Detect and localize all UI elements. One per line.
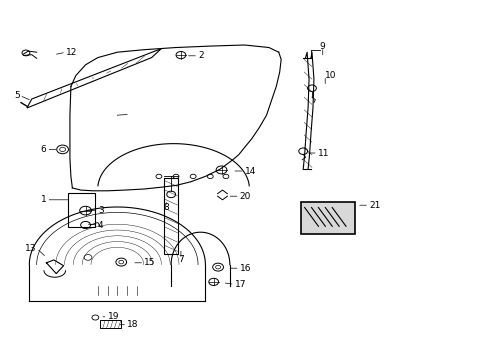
Text: 14: 14 <box>244 166 255 175</box>
Bar <box>300 202 354 234</box>
Text: 9: 9 <box>319 42 325 51</box>
Text: 15: 15 <box>144 258 156 267</box>
Text: 6: 6 <box>41 145 46 154</box>
Text: 7: 7 <box>178 255 183 264</box>
Text: 21: 21 <box>368 201 380 210</box>
Text: SPORT: SPORT <box>318 228 336 233</box>
Text: 5: 5 <box>14 91 20 100</box>
Bar <box>68 193 95 227</box>
Text: 16: 16 <box>239 264 251 273</box>
Text: 11: 11 <box>317 149 329 158</box>
Text: 18: 18 <box>127 320 139 329</box>
Text: 2: 2 <box>198 51 203 60</box>
Text: 13: 13 <box>25 244 37 253</box>
Text: 19: 19 <box>107 312 119 321</box>
Text: 3: 3 <box>98 206 103 215</box>
Bar <box>100 320 121 328</box>
Text: 10: 10 <box>325 71 336 80</box>
Text: 4: 4 <box>98 220 103 230</box>
Text: 1: 1 <box>41 195 46 204</box>
Text: 12: 12 <box>66 48 77 57</box>
Text: 8: 8 <box>163 202 169 211</box>
Text: 20: 20 <box>239 192 250 201</box>
Bar <box>163 178 178 254</box>
Text: 17: 17 <box>234 280 246 289</box>
